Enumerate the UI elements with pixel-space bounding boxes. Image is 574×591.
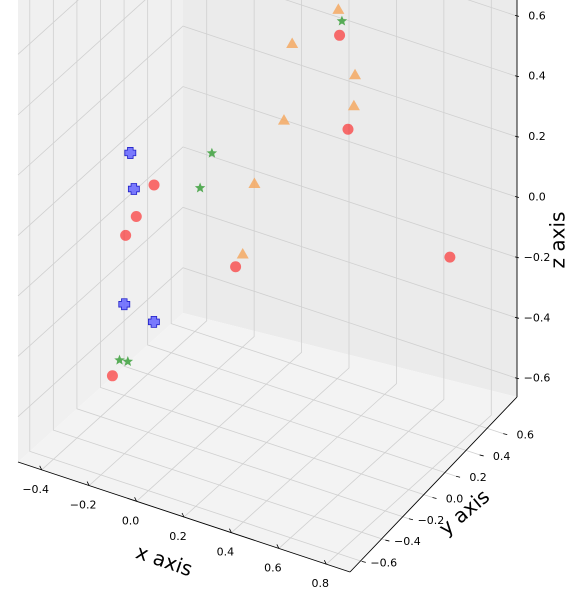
- z-axis-label: z axis: [546, 212, 570, 269]
- z-grid-line: [17, 146, 516, 297]
- circle-marker: [444, 251, 456, 263]
- tick-labels: −0.4−0.20.00.20.40.60.8−0.6−0.4−0.20.00.…: [22, 9, 550, 590]
- x-tick-mark: [39, 465, 43, 471]
- y-tick-mark: [408, 518, 414, 521]
- y-tick-label: −0.2: [418, 514, 445, 527]
- z-tick-mark: [514, 316, 520, 319]
- z-tick-label: −0.6: [524, 372, 551, 385]
- x-grid-line: [231, 0, 397, 534]
- x-grid-line: [41, 0, 208, 471]
- star-marker: [122, 356, 134, 366]
- star-marker: [194, 182, 206, 193]
- x-tick-mark: [181, 512, 185, 518]
- circle-marker: [148, 179, 160, 191]
- z-tick-label: 0.0: [528, 191, 546, 204]
- x-tick-label: 0.2: [169, 530, 187, 543]
- x-tick-label: 0.8: [312, 577, 330, 590]
- circle-marker: [120, 229, 132, 241]
- axis-lines: [17, 0, 520, 573]
- z-tick-label: −0.4: [524, 311, 551, 324]
- z-tick-mark: [514, 135, 520, 138]
- y-tick-label: −0.6: [370, 556, 397, 569]
- triangle-marker: [347, 99, 360, 111]
- z-grid-line: [17, 267, 516, 418]
- y-tick-label: 0.6: [516, 429, 534, 442]
- x-tick-label: 0.0: [122, 514, 140, 527]
- z-tick-label: 0.6: [528, 9, 546, 22]
- star-marker: [336, 15, 348, 26]
- y-tick-mark: [432, 497, 437, 499]
- z-tick-label: 0.2: [528, 130, 546, 143]
- circle-marker: [106, 370, 118, 382]
- x-grid-line: [136, 0, 302, 502]
- z-tick-mark: [514, 256, 520, 259]
- triangle-marker: [349, 68, 362, 80]
- y-axis-line: [349, 396, 518, 573]
- x-tick-label: 0.6: [264, 561, 282, 574]
- x-grid-line: [278, 0, 445, 549]
- data-markers: [106, 3, 456, 382]
- z-tick-mark: [514, 377, 520, 380]
- circle-marker: [230, 261, 242, 273]
- x-tick-label: −0.2: [70, 499, 97, 512]
- plus-marker: [127, 183, 140, 195]
- z-grid-line: [17, 86, 516, 236]
- plus-marker: [147, 315, 160, 328]
- axis-panes: [18, 0, 517, 572]
- y-grid-line: [29, 0, 362, 562]
- triangle-marker: [332, 3, 345, 14]
- y-axis-label: y axis: [434, 484, 494, 540]
- y-grid-line: [123, 0, 457, 477]
- x-grid-line: [183, 0, 350, 518]
- z-tick-label: −0.2: [524, 251, 551, 264]
- back-pane: [183, 0, 517, 397]
- plus-marker: [118, 298, 131, 311]
- y-tick-label: 0.0: [446, 493, 464, 506]
- star-marker: [114, 354, 125, 365]
- y-grid-line: [52, 0, 386, 541]
- y-tick-mark: [455, 475, 461, 478]
- x-tick-mark: [276, 544, 280, 549]
- y-tick-label: 0.2: [469, 471, 487, 484]
- y-tick-label: 0.4: [493, 450, 511, 463]
- z-tick-mark: [514, 14, 520, 17]
- y-tick-mark: [503, 433, 508, 436]
- z-tick-label: 0.4: [528, 70, 546, 83]
- circle-marker: [342, 123, 354, 135]
- triangle-marker: [248, 177, 261, 188]
- y-tick-mark: [385, 539, 390, 542]
- x-tick-label: 0.4: [217, 546, 235, 559]
- z-grid-line: [17, 206, 516, 357]
- y-grid-line: [100, 0, 433, 498]
- triangle-marker: [277, 114, 290, 125]
- z-grid-line: [17, 25, 516, 176]
- z-grid-line: [17, 0, 516, 116]
- triangle-marker: [236, 247, 249, 259]
- plus-marker: [124, 147, 137, 159]
- x-tick-mark: [134, 497, 137, 502]
- z-tick-mark: [514, 75, 520, 78]
- star-marker: [206, 147, 218, 158]
- grid-lines: [17, 0, 516, 565]
- x-grid-line: [88, 0, 255, 486]
- x-grid-line: [326, 0, 492, 565]
- y-tick-mark: [361, 560, 366, 563]
- circle-marker: [130, 211, 142, 223]
- x-tick-mark: [229, 528, 232, 533]
- z-tick-mark: [514, 196, 520, 198]
- x-axis-label: x axis: [133, 540, 196, 582]
- x-tick-mark: [323, 559, 327, 565]
- y-grid-line: [170, 0, 504, 435]
- y-grid-line: [147, 0, 480, 456]
- x-tick-label: −0.4: [22, 483, 49, 496]
- y-grid-line: [76, 0, 410, 520]
- z-grid-line: [17, 0, 516, 55]
- triangle-marker: [286, 37, 299, 49]
- x-tick-mark: [86, 481, 90, 486]
- circle-marker: [334, 29, 346, 41]
- y-tick-label: −0.4: [394, 535, 421, 548]
- y-tick-mark: [479, 454, 484, 457]
